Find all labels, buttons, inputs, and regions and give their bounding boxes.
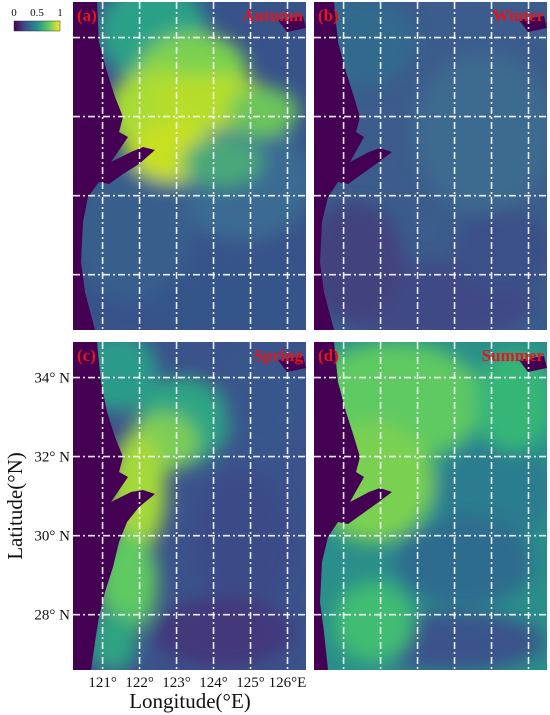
colorbar-tick-label: 0 xyxy=(11,7,17,19)
x-axis-label: Longitude(°E) xyxy=(129,689,251,713)
x-tick-label: 124° xyxy=(199,675,228,691)
land xyxy=(314,342,392,670)
y-axis-label: Latitude(°N) xyxy=(3,452,27,560)
island xyxy=(278,16,306,32)
y-tick-label: 28° N xyxy=(34,608,70,624)
panel-tag: (d) xyxy=(318,346,339,365)
x-tick-label: 122° xyxy=(125,675,154,691)
x-tick-label: 125° xyxy=(236,675,265,691)
land xyxy=(314,2,392,330)
panel-b xyxy=(314,2,547,330)
panel-season-label: Winter xyxy=(492,6,544,25)
panel-labels: (a) Autumn (b) Winter (c) Spring (d) Summer xyxy=(77,6,544,365)
colorbar-gradient xyxy=(13,20,61,32)
island xyxy=(278,356,306,372)
colorbar-tick-label: 1 xyxy=(57,7,63,19)
panel-a xyxy=(73,2,306,330)
panel-d xyxy=(314,342,547,670)
panel-season-label: Summer xyxy=(482,346,545,365)
y-tick-label: 30° N xyxy=(34,529,70,545)
panel-c xyxy=(73,342,306,670)
colorbar: 0 0.5 1 xyxy=(11,7,63,32)
y-tick-label: 32° N xyxy=(34,450,70,466)
panel-season-label: Spring xyxy=(254,346,304,365)
land xyxy=(73,2,155,330)
colorbar-tick-label: 0.5 xyxy=(30,7,44,19)
panel-tag: (a) xyxy=(77,6,97,25)
land xyxy=(73,342,155,670)
tick-layer: 121° 122° 123° 124° 125° 126°E 28° N 30° N 32° N… xyxy=(34,371,306,691)
island xyxy=(519,356,547,372)
panel-season-label: Autumn xyxy=(243,6,304,25)
y-tick-label: 34° N xyxy=(34,371,70,387)
x-tick-label: 121° xyxy=(88,675,117,691)
x-tick-label: 126°E xyxy=(269,675,307,691)
island xyxy=(519,16,547,32)
panel-tag: (c) xyxy=(77,346,96,365)
x-tick-label: 123° xyxy=(162,675,191,691)
panel-tag: (b) xyxy=(318,6,339,25)
grid-layer xyxy=(73,2,547,670)
